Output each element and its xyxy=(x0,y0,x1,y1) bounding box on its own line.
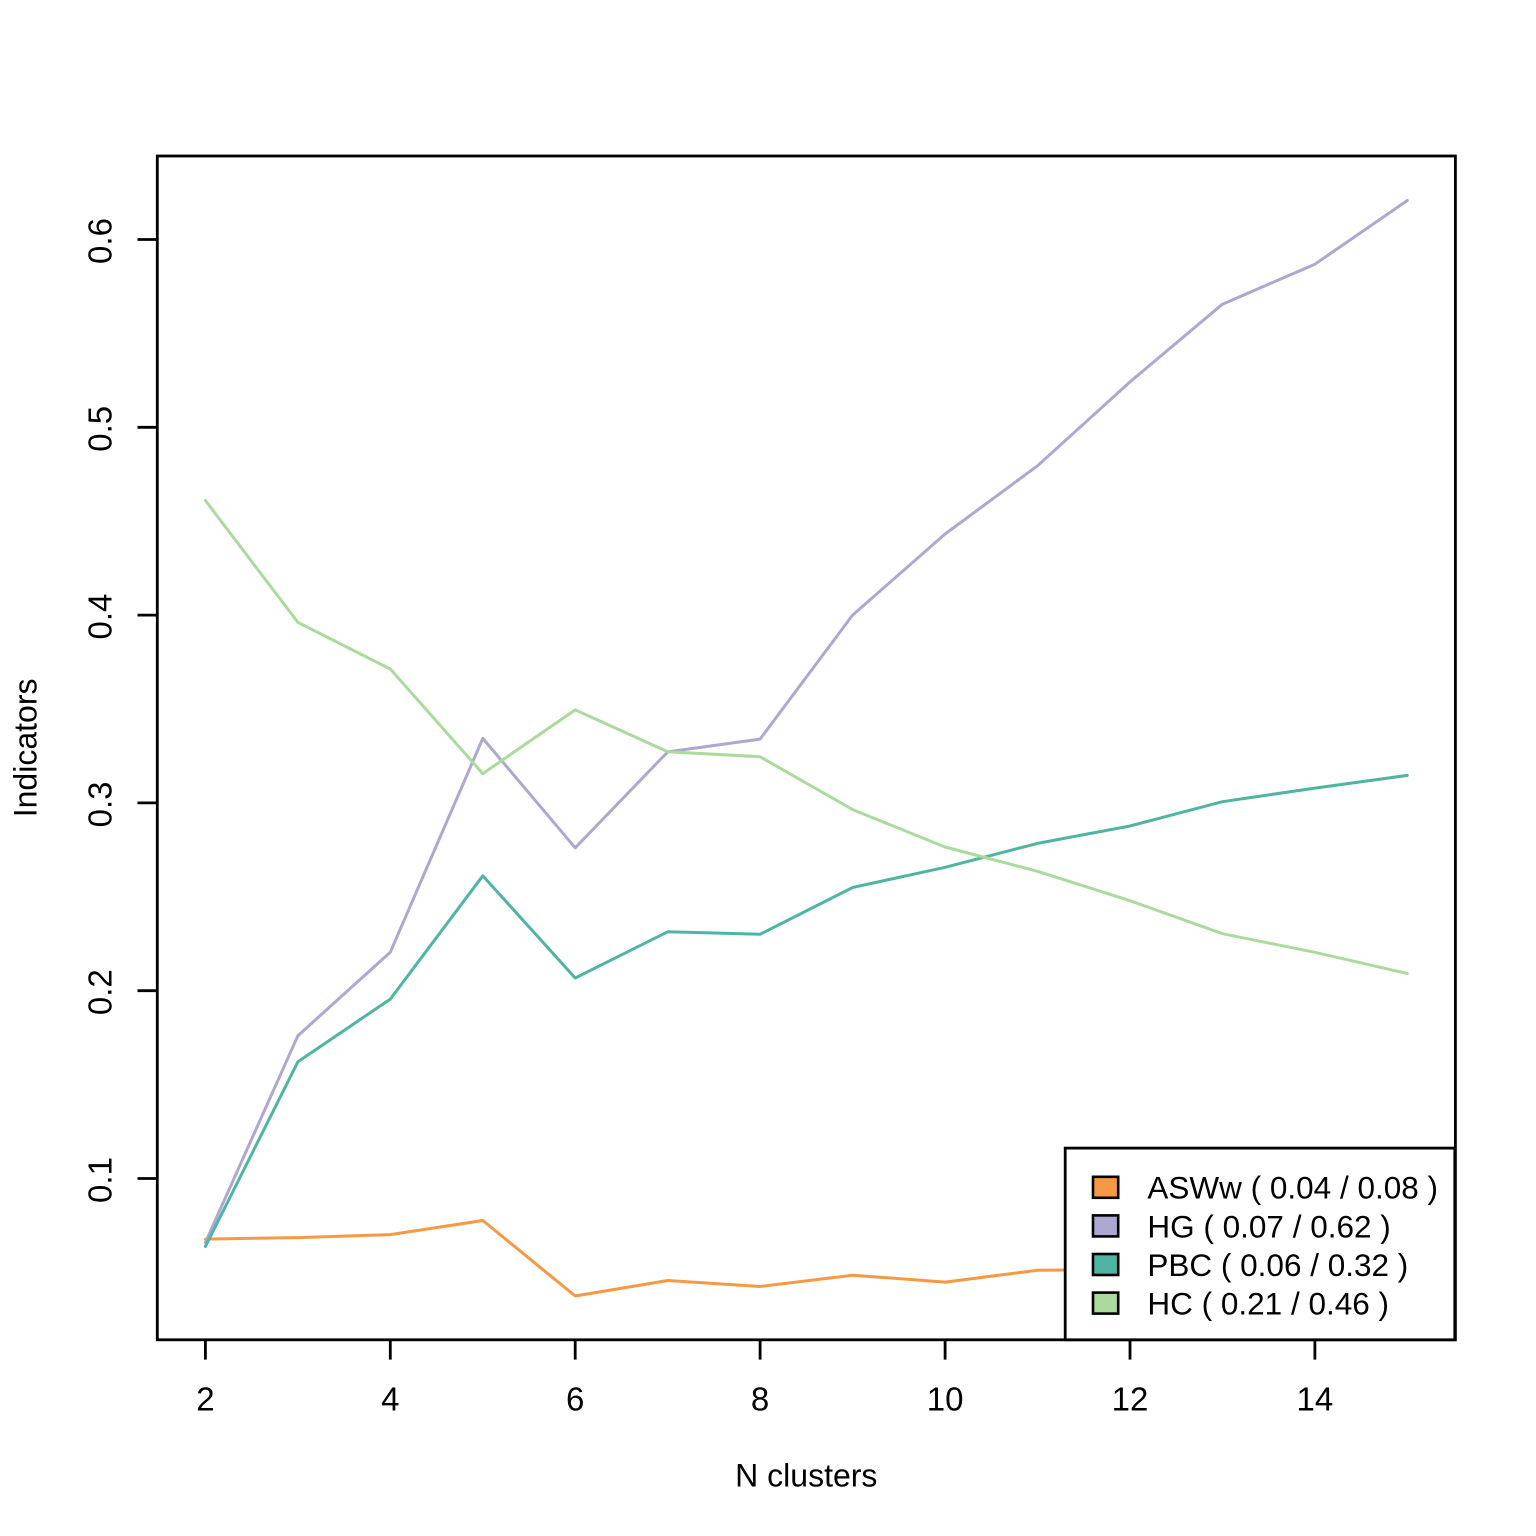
svg-text:0.6: 0.6 xyxy=(82,218,119,264)
svg-text:0.1: 0.1 xyxy=(82,1157,119,1203)
svg-text:6: 6 xyxy=(566,1381,584,1418)
svg-text:HG ( 0.07 / 0.62 ): HG ( 0.07 / 0.62 ) xyxy=(1147,1208,1390,1244)
svg-text:Indicators: Indicators xyxy=(7,679,43,818)
svg-text:8: 8 xyxy=(751,1381,769,1418)
svg-text:14: 14 xyxy=(1297,1381,1334,1418)
svg-text:HC ( 0.21 / 0.46 ): HC ( 0.21 / 0.46 ) xyxy=(1147,1286,1389,1322)
svg-text:0.2: 0.2 xyxy=(82,969,119,1015)
svg-text:2: 2 xyxy=(196,1381,214,1418)
svg-text:N clusters: N clusters xyxy=(735,1457,877,1493)
svg-text:0.3: 0.3 xyxy=(82,781,119,827)
svg-text:PBC ( 0.06 / 0.32 ): PBC ( 0.06 / 0.32 ) xyxy=(1147,1247,1408,1283)
svg-text:10: 10 xyxy=(927,1381,964,1418)
svg-text:4: 4 xyxy=(381,1381,399,1418)
svg-text:ASWw ( 0.04 / 0.08 ): ASWw ( 0.04 / 0.08 ) xyxy=(1147,1170,1438,1206)
svg-text:0.4: 0.4 xyxy=(82,594,119,640)
svg-text:0.5: 0.5 xyxy=(82,406,119,452)
svg-text:12: 12 xyxy=(1112,1381,1149,1418)
